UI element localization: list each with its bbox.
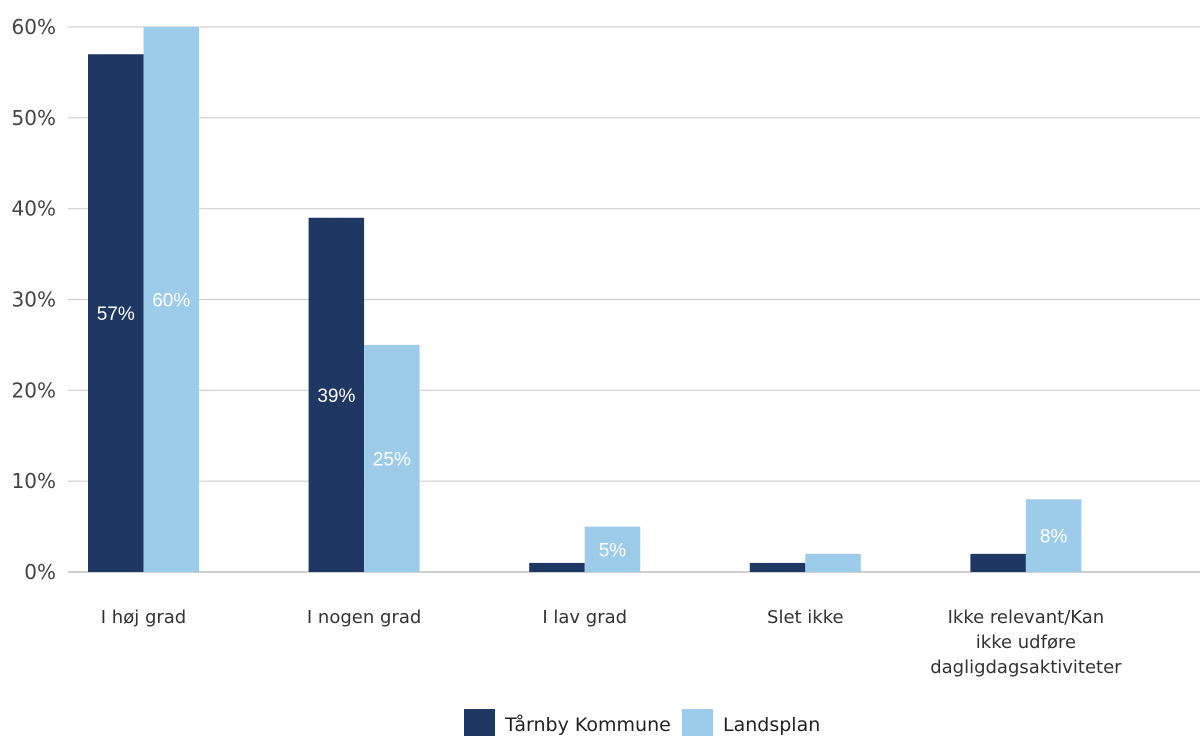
bar-tarnby bbox=[308, 217, 365, 572]
x-category-label: I høj grad bbox=[101, 607, 186, 628]
bar-landsplan bbox=[1025, 499, 1082, 572]
x-axis: I høj grad I nogen grad I lav grad Slet ikk… bbox=[101, 607, 1122, 678]
x-category-label: ikke udføre bbox=[976, 632, 1076, 653]
bar-data-labels: 57% 39% 60% 25% 5% 8% bbox=[97, 291, 1068, 562]
bar-data-label: 8% bbox=[1040, 527, 1068, 548]
bar-landsplan bbox=[805, 553, 861, 572]
bar-tarnby bbox=[970, 553, 1026, 572]
bar-data-label: 39% bbox=[317, 386, 355, 407]
bar-tarnby bbox=[88, 54, 144, 572]
bar-data-label: 5% bbox=[599, 540, 627, 561]
y-tick-label: 30% bbox=[12, 288, 56, 312]
x-category-label: Slet ikke bbox=[767, 607, 844, 628]
bar-landsplan bbox=[143, 27, 199, 572]
x-category-label: I nogen grad bbox=[307, 607, 421, 628]
legend-swatch bbox=[464, 709, 495, 736]
bar-tarnby bbox=[529, 562, 585, 572]
legend-label: Landsplan bbox=[723, 714, 820, 736]
y-tick-label: 40% bbox=[12, 197, 56, 221]
x-category-label: dagligdagsaktiviteter bbox=[930, 657, 1122, 678]
bar-data-label: 57% bbox=[97, 304, 135, 325]
y-tick-label: 10% bbox=[12, 469, 56, 493]
bar-landsplan bbox=[364, 344, 420, 572]
legend: Tårnby Kommune Landsplan bbox=[464, 709, 820, 736]
bar-landsplan bbox=[584, 526, 641, 572]
x-category-label: I lav grad bbox=[542, 607, 627, 628]
bars bbox=[88, 27, 1082, 572]
y-tick-label: 50% bbox=[12, 106, 56, 130]
bar-data-label: 60% bbox=[152, 291, 190, 312]
y-tick-label: 0% bbox=[24, 560, 56, 584]
y-tick-label: 60% bbox=[12, 15, 56, 39]
legend-swatch bbox=[682, 709, 713, 736]
x-category-label: Ikke relevant/Kan bbox=[948, 607, 1105, 628]
gridlines bbox=[68, 26, 1200, 573]
legend-label: Tårnby Kommune bbox=[504, 713, 671, 736]
bar-tarnby bbox=[749, 562, 806, 572]
y-tick-label: 20% bbox=[12, 378, 56, 402]
y-axis: 0% 10% 20% 30% 40% 50% 60% bbox=[12, 15, 56, 584]
bar-data-label: 25% bbox=[373, 449, 411, 470]
